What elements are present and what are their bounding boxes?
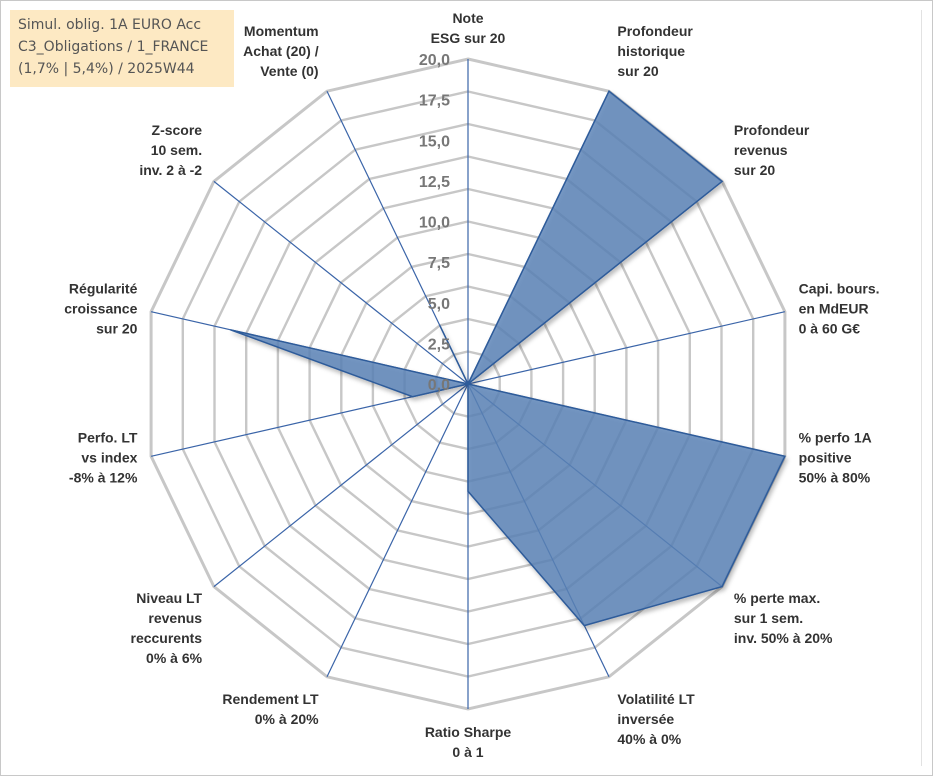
axis-spoke-10 (213, 383, 469, 588)
fund-name: Simul. oblig. 1A EURO Acc (18, 17, 202, 33)
axis-label-2: Profondeur historique sur 20 (617, 23, 693, 79)
series-area (230, 90, 786, 627)
tick-label: 7,5 (428, 255, 450, 272)
axis-label-5: % perfo 1A positive 50% à 80% (799, 430, 872, 486)
axis-label-6: % perte max. sur 1 sem. inv. 50% à 20% (734, 590, 833, 646)
axis-label-8: Ratio Sharpe 0 à 1 (425, 724, 512, 760)
tick-label: 12,5 (419, 174, 450, 191)
axis-label-4: Capi. bours. en MdEUR 0 à 60 G€ (799, 281, 880, 337)
axis-label-11: Perfo. LT vs index -8% à 12% (69, 430, 138, 486)
tick-label: 10,0 (419, 215, 450, 232)
axis-label-7: Volatilité LT inversée 40% à 0% (617, 691, 695, 747)
axis-label-12: Régularité croissance sur 20 (64, 281, 137, 337)
fund-period: (1,7% | 5,4%) / 2025W44 (18, 61, 195, 77)
radar-series (230, 90, 786, 627)
right-edge-line (921, 10, 922, 766)
axis-label-13: Z-score 10 sem. inv. 2 à -2 (139, 122, 202, 178)
tick-label: 20,0 (419, 52, 450, 69)
radial-tick-labels: 0,0 2,5 5,0 7,5 10,0 12,5 15,0 17,5 20,0 (419, 52, 450, 394)
tick-label: 0,0 (428, 377, 450, 394)
axis-label-9: Rendement LT 0% à 20% (222, 691, 319, 727)
fund-category: C3_Obligations / 1_FRANCE (18, 39, 209, 55)
axis-label-3: Profondeur revenus sur 20 (734, 122, 810, 178)
axis-labels: Note ESG sur 20 Profondeur historique sur 20… (64, 10, 879, 760)
axis-label-10: Niveau LT revenus reccurents 0% à 6% (131, 590, 203, 666)
axis-spoke-13 (213, 180, 469, 385)
axis-label-1: Note ESG sur 20 (431, 10, 506, 46)
axis-spoke-9 (326, 383, 469, 678)
axis-label-14: Momentum Achat (20) / Vente (0) (243, 23, 319, 79)
tick-label: 5,0 (428, 296, 450, 313)
fund-info-box: Simul. oblig. 1A EURO Acc C3_Obligations… (10, 10, 234, 87)
tick-label: 15,0 (419, 133, 450, 150)
tick-label: 17,5 (419, 93, 450, 110)
tick-label: 2,5 (428, 336, 450, 353)
axis-spoke-4 (467, 311, 786, 385)
